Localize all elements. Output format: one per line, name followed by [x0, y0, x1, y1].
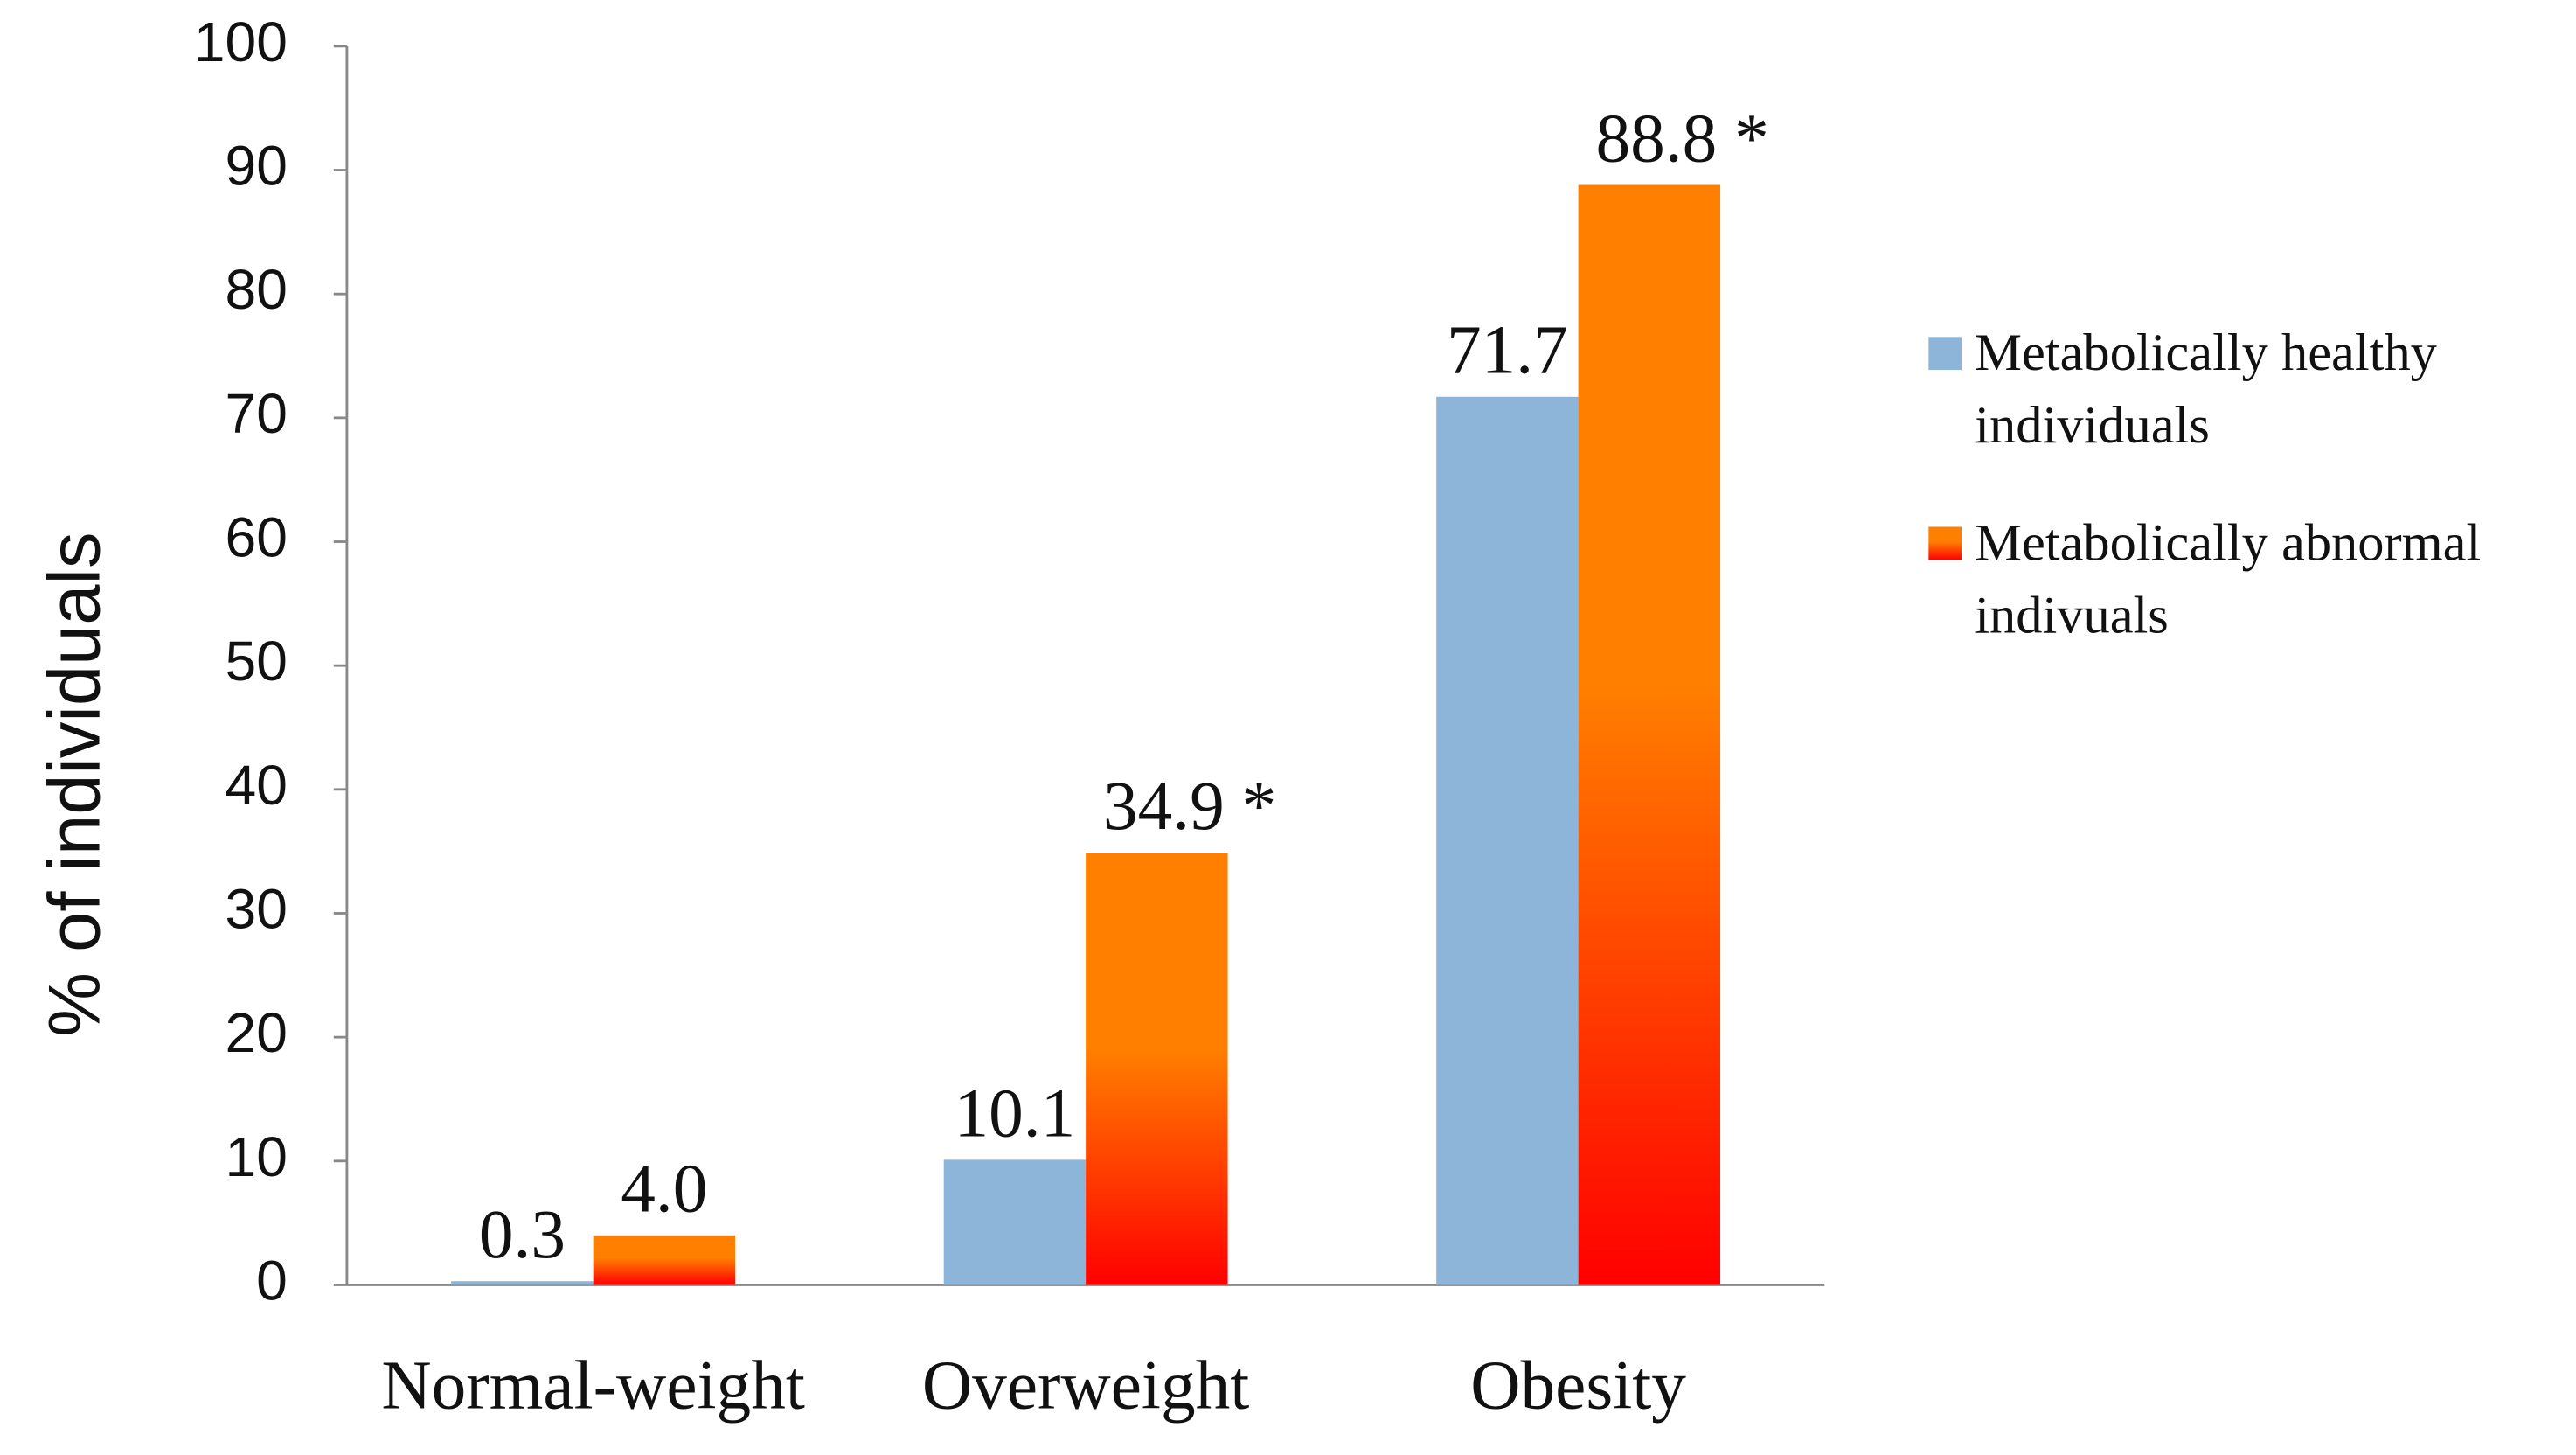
legend-swatch — [1928, 337, 1962, 371]
legend-entry: Metabolically healthy individuals — [1975, 322, 2437, 455]
data-label: 34.9 * — [1103, 768, 1276, 845]
y-tick-label: 20 — [225, 1001, 287, 1064]
legend-label: Metabolically healthy individuals — [1975, 322, 2437, 455]
bar — [451, 1281, 594, 1285]
data-label: 0.3 — [479, 1196, 566, 1273]
bar — [1086, 853, 1228, 1285]
y-tick-label: 90 — [225, 135, 287, 198]
y-tick-label: 70 — [225, 382, 287, 445]
bar — [1578, 184, 1721, 1285]
x-tick-label: Obesity — [1470, 1347, 1686, 1424]
y-tick-label: 50 — [225, 630, 287, 693]
y-tick-label: 0 — [256, 1249, 288, 1312]
data-label: 10.1 — [955, 1075, 1076, 1152]
bar — [1436, 396, 1579, 1285]
bar — [943, 1159, 1087, 1285]
y-axis-title: % of individuals — [34, 532, 115, 1036]
data-label: 71.7 — [1447, 312, 1568, 389]
y-tick-label: 100 — [194, 10, 288, 73]
legend-label: Metabolically abnormal indivuals — [1975, 512, 2482, 644]
y-tick-label: 10 — [225, 1125, 287, 1188]
legend-entry: Metabolically abnormal indivuals — [1975, 512, 2482, 644]
x-tick-label: Overweight — [922, 1347, 1249, 1424]
y-tick-label: 80 — [225, 258, 287, 321]
data-label: 88.8 * — [1595, 100, 1768, 177]
data-label: 4.0 — [621, 1151, 707, 1228]
y-tick-label: 40 — [225, 754, 287, 817]
y-tick-label: 60 — [225, 505, 287, 568]
bar — [593, 1235, 736, 1285]
legend-swatch — [1928, 526, 1962, 560]
y-tick-label: 30 — [225, 877, 287, 940]
x-tick-label: Normal-weight — [381, 1347, 805, 1424]
